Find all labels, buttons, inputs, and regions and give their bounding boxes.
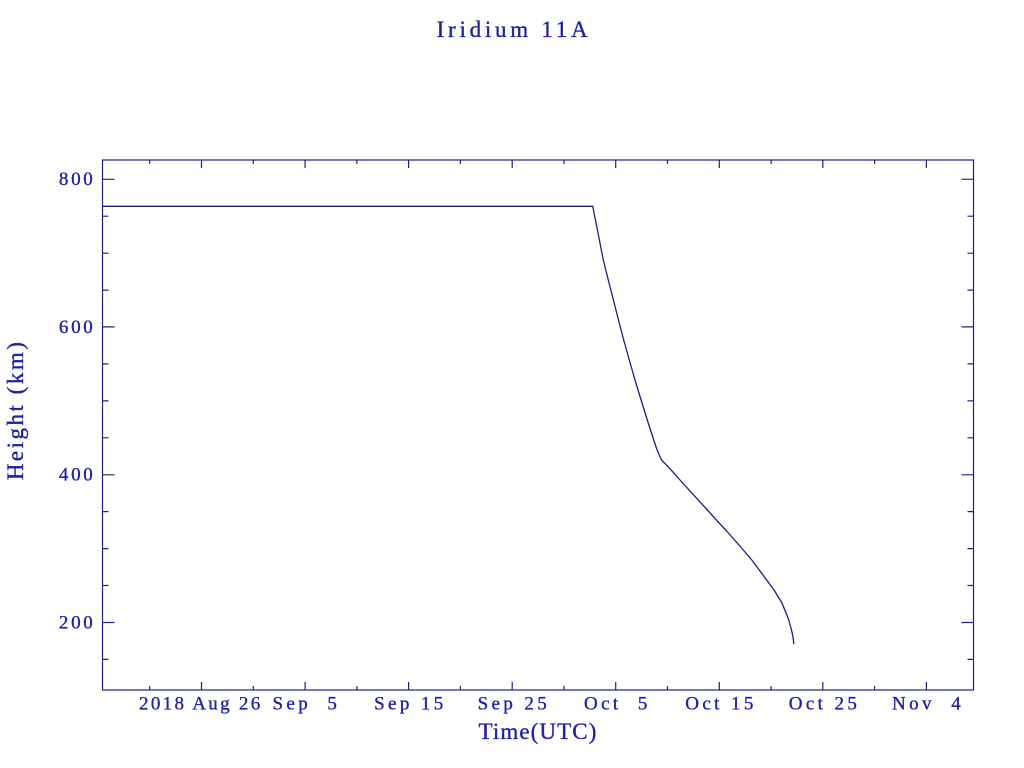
svg-text:Sep 25: Sep 25 xyxy=(478,694,551,715)
svg-text:Sep 5: Sep 5 xyxy=(272,694,340,715)
svg-text:Oct 5: Oct 5 xyxy=(584,694,651,715)
svg-text:Sep 15: Sep 15 xyxy=(374,694,447,715)
svg-text:Iridium 11A: Iridium 11A xyxy=(437,17,592,42)
svg-text:400: 400 xyxy=(59,465,96,486)
svg-text:Height (km): Height (km) xyxy=(3,340,28,481)
svg-text:200: 200 xyxy=(59,612,96,633)
svg-text:Time(UTC): Time(UTC) xyxy=(479,719,598,744)
svg-text:800: 800 xyxy=(59,169,96,190)
svg-text:600: 600 xyxy=(59,317,96,338)
svg-text:Nov 4: Nov 4 xyxy=(892,694,964,715)
svg-text:Oct 15: Oct 15 xyxy=(685,694,757,715)
svg-text:Oct 25: Oct 25 xyxy=(789,694,861,715)
svg-text:2018 Aug 26: 2018 Aug 26 xyxy=(139,694,262,715)
